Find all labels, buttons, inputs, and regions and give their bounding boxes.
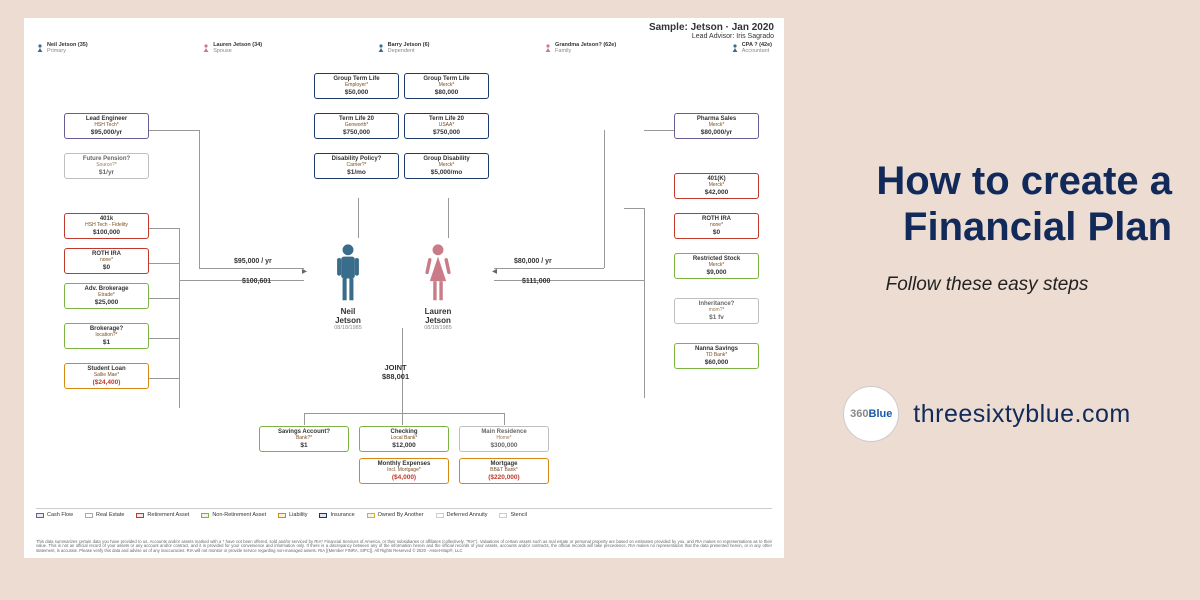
person-neil: NeilJetson 08/18/1985 bbox=[334, 243, 362, 331]
legend-item: Owned By Another bbox=[367, 512, 424, 518]
brand-logo: 360Blue bbox=[843, 386, 899, 442]
asset-box-chk: CheckingLocal Bank*$12,000 bbox=[359, 426, 449, 452]
connector bbox=[149, 263, 179, 264]
legend-item: Stencil bbox=[499, 512, 527, 518]
headline-l1: How to create a bbox=[876, 159, 1172, 203]
asset-box-rothb: ROTH IRAnone*$0 bbox=[674, 213, 759, 239]
asset-box-gdis: Group DisabilityMerck*$5,000/mo bbox=[404, 153, 489, 179]
person-tag: Neil Jetson (35)Primary bbox=[36, 42, 88, 54]
asset-box-inh: Inheritance?mom?*$1 fv bbox=[674, 298, 759, 324]
person-tag: CPA ? (42e)Accountant bbox=[731, 42, 772, 54]
flow-right: $80,000 / yr bbox=[514, 258, 552, 265]
asset-box-advb: Adv. BrokerageEtrade*$25,000 bbox=[64, 283, 149, 309]
connector bbox=[149, 228, 179, 229]
asset-box-tl20a: Term Life 20Genworth*$750,000 bbox=[314, 113, 399, 139]
category-legend: Cash Flow Real Estate Retirement Asset Non-… bbox=[36, 508, 772, 518]
connector bbox=[199, 130, 200, 268]
neil-dob: 08/18/1985 bbox=[334, 325, 362, 331]
connector bbox=[624, 208, 644, 209]
asset-box-k401: 401kHSH Tech - Fidelity$100,000 bbox=[64, 213, 149, 239]
asset-box-brok: Brokerage?location?*$1 bbox=[64, 323, 149, 349]
asset-box-res: Main ResidenceHome*$300,000 bbox=[459, 426, 549, 452]
legend-item: Retirement Asset bbox=[136, 512, 189, 518]
asset-box-sloan: Student LoanSallie Mae*($24,400) bbox=[64, 363, 149, 389]
asset-box-sav: Savings Account?Bank?*$1 bbox=[259, 426, 349, 452]
asset-box-gtl2: Group Term LifeMerck*$80,000 bbox=[404, 73, 489, 99]
legend-item: Real Estate bbox=[85, 512, 124, 518]
subhead: Follow these easy steps bbox=[802, 274, 1172, 296]
lauren-dob: 08/18/1985 bbox=[424, 325, 452, 331]
asset-box-roth: ROTH IRAnone*$0 bbox=[64, 248, 149, 274]
connector bbox=[179, 228, 180, 408]
flow-right-sub: $111,000 bbox=[522, 278, 550, 285]
asset-box-gtl1: Group Term LifeEmployer*$50,000 bbox=[314, 73, 399, 99]
connector bbox=[149, 378, 179, 379]
headline-l2: Financial Plan bbox=[903, 205, 1172, 249]
connector bbox=[149, 130, 199, 131]
joint-value: $88,001 bbox=[382, 372, 409, 381]
person-tag: Barry Jetson (6)Dependent bbox=[377, 42, 430, 54]
disclaimer: This data summarizes certain data you ha… bbox=[36, 540, 772, 554]
connector bbox=[604, 130, 605, 268]
connector bbox=[494, 280, 624, 281]
lauren-name: LaurenJetson bbox=[424, 307, 452, 325]
legend-item: Non-Retirement Asset bbox=[201, 512, 266, 518]
legend-item: Liability bbox=[278, 512, 307, 518]
flow-left: $95,000 / yr bbox=[234, 258, 272, 265]
connector bbox=[448, 198, 449, 238]
asset-box-dis: Disability Policy?Carrier?*$1/mo bbox=[314, 153, 399, 179]
connector bbox=[199, 268, 304, 269]
asset-box-fut_pen: Future Pension?Source?*$1/yr bbox=[64, 153, 149, 179]
connector bbox=[494, 268, 604, 269]
legend-item: Insurance bbox=[319, 512, 354, 518]
connector bbox=[304, 413, 504, 414]
connector bbox=[149, 298, 179, 299]
asset-box-tl20b: Term Life 20USAA*$750,000 bbox=[404, 113, 489, 139]
people-legend: Neil Jetson (35)Primary Lauren Jetson (34… bbox=[36, 42, 772, 54]
arrow-icon: ▸ bbox=[302, 266, 307, 277]
asset-box-nanna: Nanna SavingsTD Bank*$60,000 bbox=[674, 343, 759, 369]
neil-name: NeilJetson bbox=[334, 307, 362, 325]
flow-left-sub: $100,601 bbox=[242, 278, 271, 285]
legend-item: Deferred Annuity bbox=[436, 512, 488, 518]
asset-box-lead_eng: Lead EngineerHSH Tech*$95,000/yr bbox=[64, 113, 149, 139]
joint-block: JOINT $88,001 bbox=[382, 363, 409, 381]
connector bbox=[304, 413, 305, 425]
person-lauren: LaurenJetson 08/18/1985 bbox=[424, 243, 452, 331]
arrow-icon: ◂ bbox=[492, 266, 497, 277]
asset-map-panel: Sample: Jetson · Jan 2020 Lead Advisor: … bbox=[24, 18, 784, 558]
person-tag: Grandma Jetson? (62e)Family bbox=[544, 42, 616, 54]
advisor-line: Lead Advisor: Iris Sagrado bbox=[649, 33, 774, 40]
asset-box-mexp: Monthly ExpensesIncl. Mortgage*($4,000) bbox=[359, 458, 449, 484]
connector bbox=[358, 198, 359, 238]
sample-title: Sample: Jetson · Jan 2020 bbox=[649, 22, 774, 33]
asset-box-pharma: Pharma SalesMerck*$80,000/yr bbox=[674, 113, 759, 139]
legend-item: Cash Flow bbox=[36, 512, 73, 518]
connector bbox=[644, 130, 674, 131]
connector bbox=[624, 280, 644, 281]
connector bbox=[644, 208, 645, 398]
brand-url: threesixtyblue.com bbox=[913, 400, 1130, 429]
person-tag: Lauren Jetson (34)Spouse bbox=[202, 42, 262, 54]
connector bbox=[402, 413, 403, 425]
connector bbox=[504, 413, 505, 425]
connector bbox=[402, 383, 403, 413]
asset-box-mort: MortgageBB&T Bank*($220,000) bbox=[459, 458, 549, 484]
headline-panel: How to create a Financial Plan Follow th… bbox=[784, 0, 1200, 600]
joint-label: JOINT bbox=[382, 363, 409, 372]
connector bbox=[149, 338, 179, 339]
sample-header: Sample: Jetson · Jan 2020 Lead Advisor: … bbox=[649, 22, 774, 40]
headline: How to create a Financial Plan bbox=[802, 158, 1172, 250]
brand-row: 360Blue threesixtyblue.com bbox=[802, 386, 1172, 442]
asset-box-k401b: 401(K)Merck*$42,000 bbox=[674, 173, 759, 199]
asset-box-rstock: Restricted StockMerck*$9,000 bbox=[674, 253, 759, 279]
